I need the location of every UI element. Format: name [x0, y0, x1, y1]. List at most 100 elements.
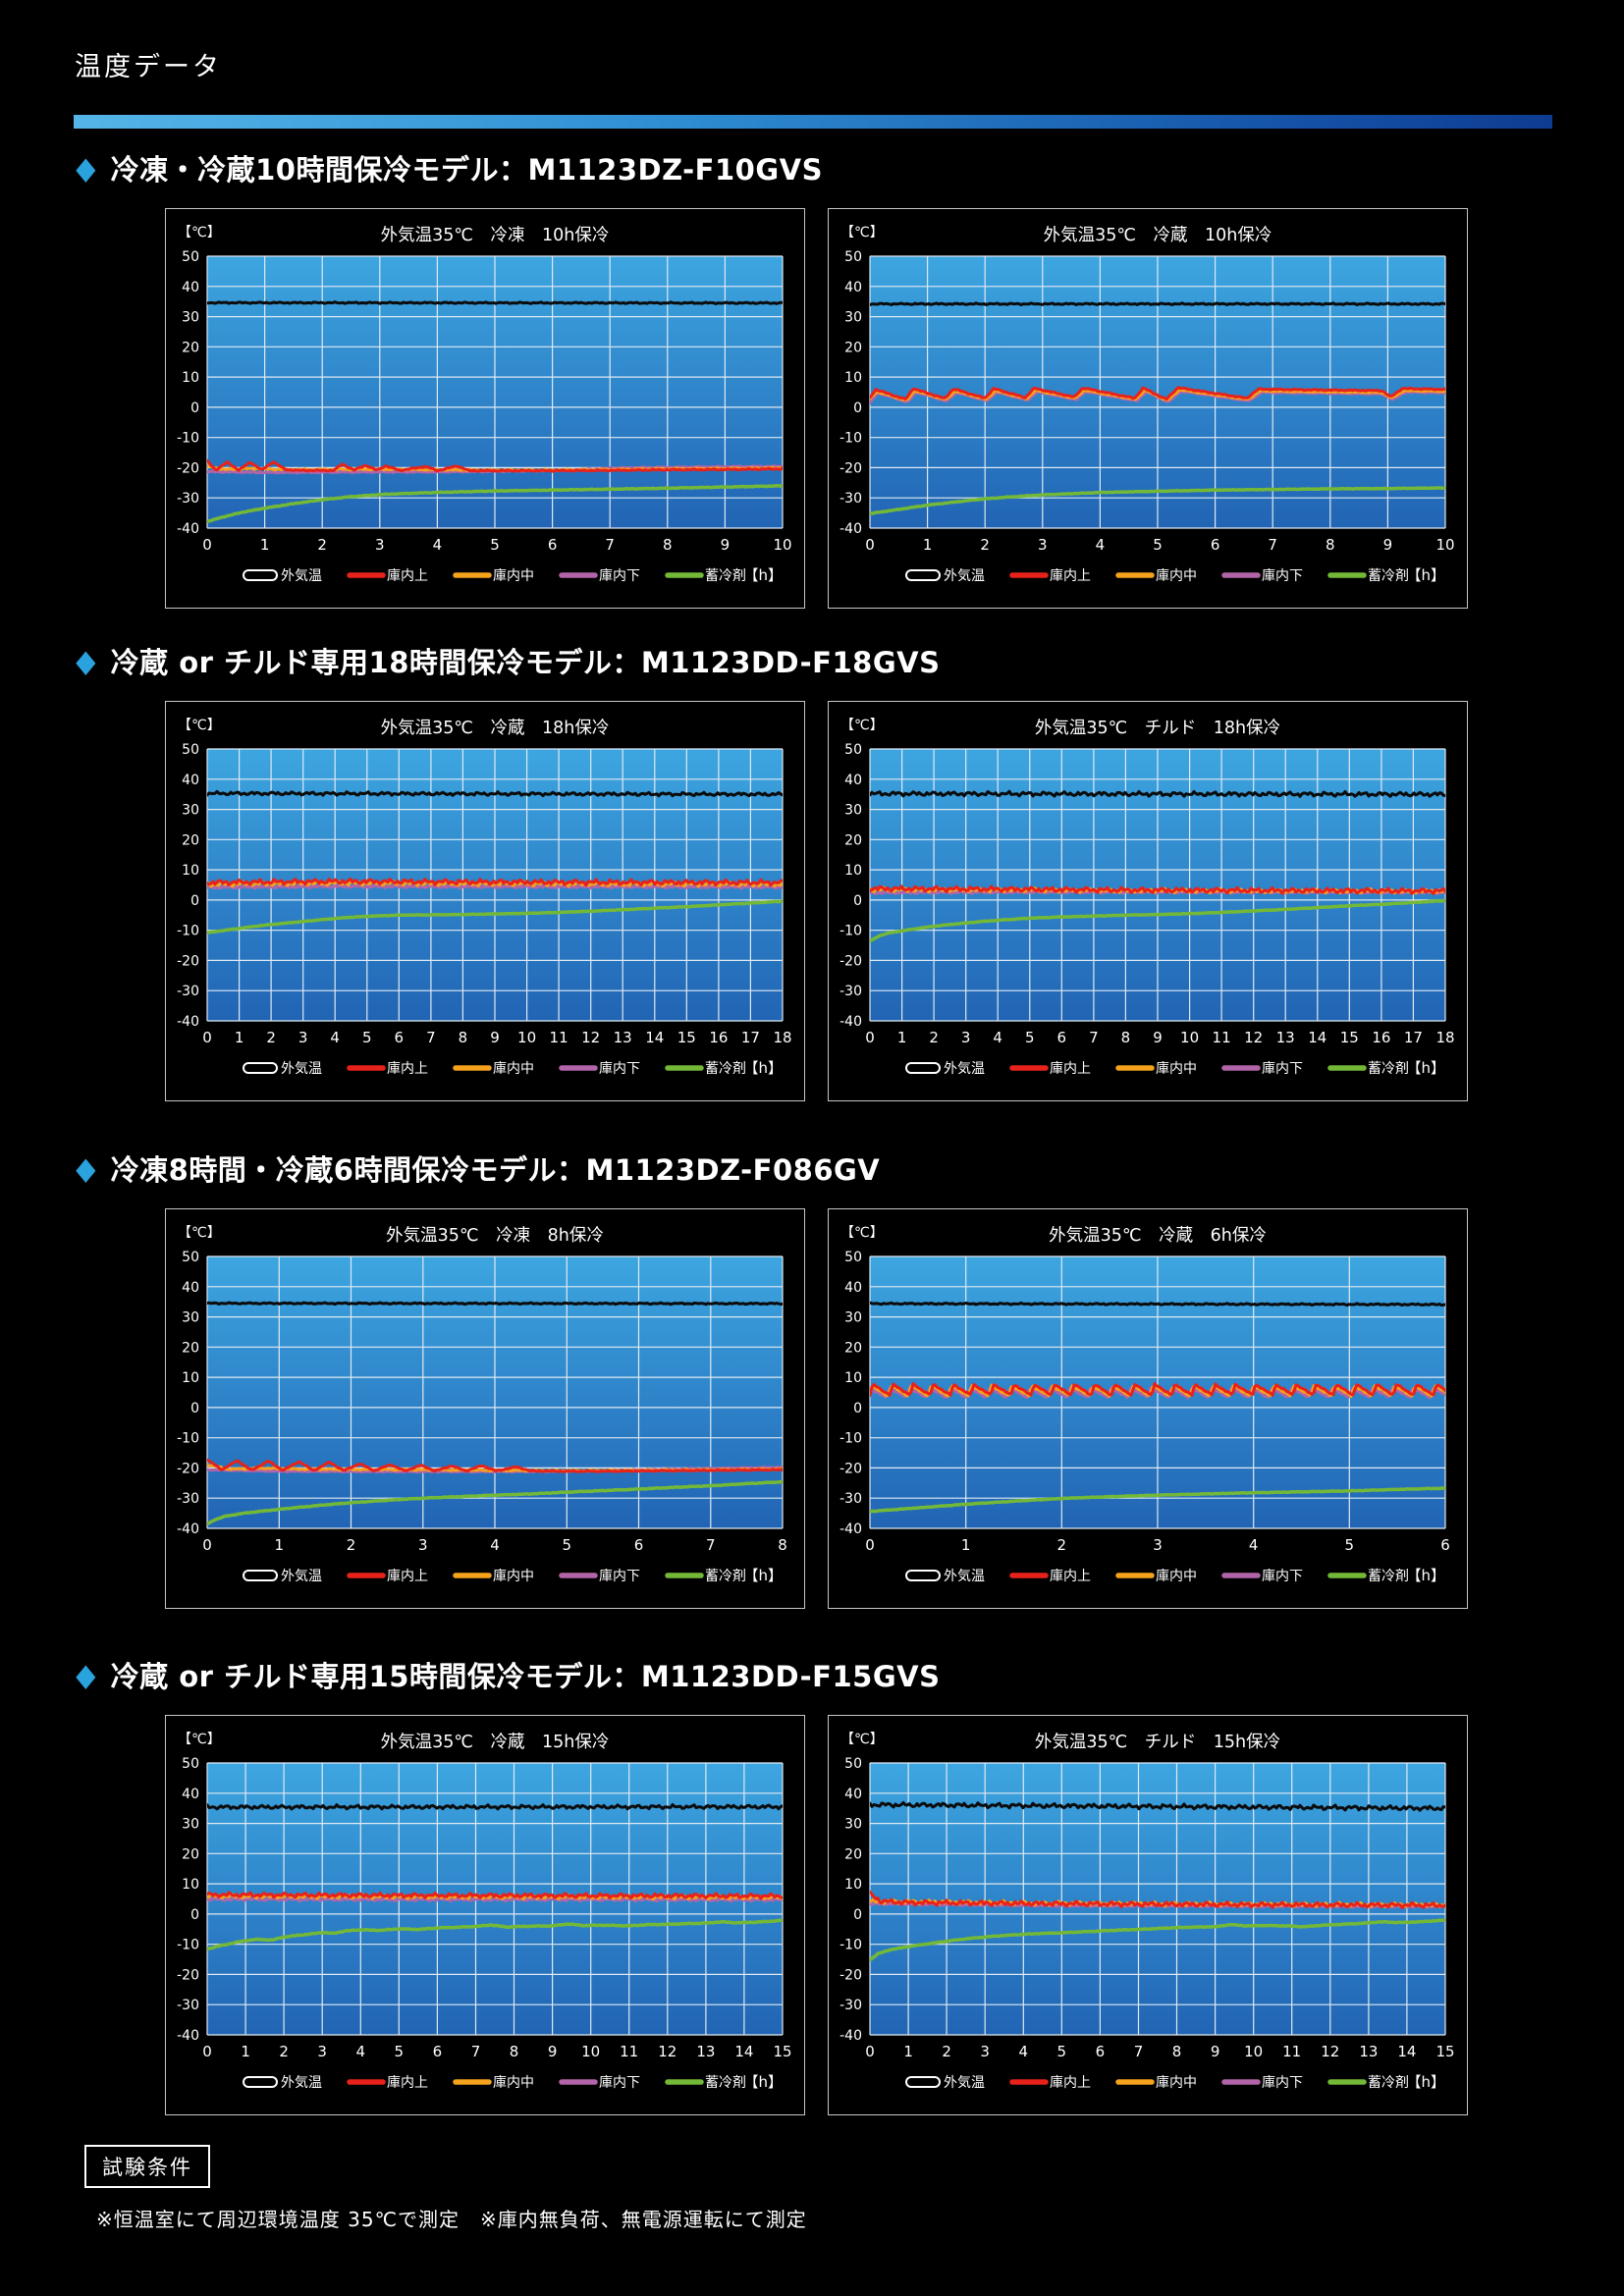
x-tick-label: 3 [980, 2043, 990, 2060]
chart-panel-freezer-8h: 【℃】 外気温35℃ 冷凍 8h保冷 50 40 30 20 10 0 -10 -20 -30 -40… [165, 1208, 805, 1609]
y-tick-label: 10 [844, 370, 862, 386]
y-tick-label: 50 [182, 742, 199, 758]
x-tick-label: 6 [1096, 2043, 1106, 2060]
y-tick-label: -10 [839, 1938, 862, 1953]
x-tick-label: 0 [865, 1536, 875, 1554]
legend-label: 庫内中 [493, 567, 534, 584]
series-line [207, 883, 783, 890]
y-tick-label: -20 [839, 460, 862, 476]
x-tick-label: 15 [1435, 2043, 1454, 2060]
chart-panel-chilled-18h: 【℃】 外気温35℃ チルド 18h保冷 50 40 30 20 10 0 -10 -20 -30-… [828, 701, 1468, 1101]
series-line [870, 1918, 1445, 1962]
legend-swatch-outline [905, 1570, 941, 1581]
section-heading: 冷凍8時間・冷蔵6時間保冷モデル：M1123DZ-F086GV [110, 1153, 881, 1187]
x-unit-label: 【h】 [1406, 566, 1445, 584]
x-tick-label: 4 [1019, 2043, 1029, 2060]
legend-label: 外気温 [944, 1061, 985, 1077]
chart-panel-chilled-15h: 【℃】 外気温35℃ チルド 15h保冷 50 40 30 20 10 0 -10 -20 -30-… [828, 1715, 1468, 2115]
x-tick-label: 7 [706, 1536, 716, 1554]
y-tick-label: -30 [177, 984, 199, 999]
y-tick-label: 40 [844, 773, 862, 788]
y-tick-label: 30 [182, 1817, 199, 1833]
chart-row: 【℃】 外気温35℃ 冷蔵 18h保冷 50 40 30 20 10 0 -10 -20 -30 -4… [165, 701, 1624, 1101]
series-line [870, 1301, 1445, 1308]
y-tick-label: -40 [839, 2028, 862, 2044]
y-tick-label: -40 [177, 2028, 199, 2044]
x-tick-label: 7 [1134, 2043, 1144, 2060]
legend-label: 庫内中 [1156, 1568, 1197, 1584]
x-unit-label: 【h】 [743, 2073, 783, 2091]
x-tick-label: 8 [778, 1536, 787, 1554]
y-tick-label: -10 [839, 924, 862, 939]
x-tick-label: 14 [1397, 2043, 1416, 2060]
y-tick-label: 30 [844, 310, 862, 326]
y-tick-label: 50 [182, 1250, 199, 1265]
legend-swatch-outline [243, 1062, 278, 1074]
x-tick-label: 5 [1057, 2043, 1067, 2060]
y-tick-label: 40 [844, 1787, 862, 1802]
legend-label: 庫内上 [387, 1568, 428, 1584]
y-tick-label: -10 [177, 1431, 199, 1447]
x-tick-label: 6 [1440, 1536, 1450, 1554]
footer: 試験条件 ※恒温室にて周辺環境温度 35℃で測定 ※庫内無負荷、無電源運転にて測… [84, 2145, 807, 2232]
x-tick-label: 2 [929, 1029, 939, 1046]
legend-label: 庫内上 [387, 567, 428, 584]
y-tick-label: 0 [853, 893, 862, 909]
y-tick-label: 10 [182, 1370, 199, 1386]
legend-label: 蓄冷剤 [705, 2075, 746, 2091]
y-unit-label: 【℃】 [840, 225, 884, 240]
series-line [207, 300, 783, 305]
legend-label: 外気温 [281, 2075, 322, 2091]
x-tick-label: 3 [418, 1536, 428, 1554]
x-tick-label: 5 [490, 536, 500, 554]
y-tick-label: 50 [182, 1756, 199, 1772]
legend-label: 庫内上 [1050, 1060, 1091, 1077]
y-tick-label: -10 [839, 1431, 862, 1447]
series-line [207, 1803, 783, 1811]
y-tick-label: 20 [844, 832, 862, 848]
chart-title: 外気温35℃ 冷蔵 10h保冷 [1044, 226, 1272, 245]
section-heading-row: ◆ 冷凍・冷蔵10時間保冷モデル：M1123DZ-F10GVS [74, 145, 1624, 190]
x-tick-label: 11 [1282, 2043, 1301, 2060]
legend-swatch-outline [243, 569, 278, 581]
x-tick-label: 0 [865, 1029, 875, 1046]
x-tick-label: 4 [433, 536, 443, 554]
legend-label: 外気温 [944, 2075, 985, 2091]
series-line [870, 1381, 1445, 1397]
x-tick-label: 8 [663, 536, 673, 554]
x-tick-label: 6 [395, 1029, 405, 1046]
x-tick-label: 3 [317, 2043, 327, 2060]
x-tick-label: 0 [202, 1536, 212, 1554]
x-tick-label: 3 [375, 536, 385, 554]
x-unit-label: 【h】 [1406, 1059, 1445, 1077]
y-tick-label: -30 [839, 1491, 862, 1507]
x-tick-label: 18 [773, 1029, 791, 1046]
y-tick-label: -40 [839, 521, 862, 537]
x-tick-label: 10 [581, 2043, 600, 2060]
legend-label: 庫内上 [1050, 1568, 1091, 1584]
x-tick-label: 13 [696, 2043, 715, 2060]
legend-swatch-outline [243, 1570, 278, 1581]
y-tick-label: -40 [839, 1014, 862, 1030]
chart-title: 外気温35℃ 冷蔵 18h保冷 [381, 719, 610, 738]
x-tick-label: 13 [1359, 2043, 1378, 2060]
series-line [207, 878, 783, 887]
x-tick-label: 3 [1038, 536, 1048, 554]
legend-label: 外気温 [281, 1569, 322, 1584]
y-tick-label: -10 [839, 431, 862, 447]
x-tick-label: 14 [734, 2043, 753, 2060]
x-tick-label: 2 [279, 2043, 289, 2060]
x-tick-label: 5 [1153, 536, 1163, 554]
series-line [207, 1301, 783, 1307]
gridlines [869, 1762, 1446, 2036]
x-tick-label: 2 [347, 1536, 356, 1554]
page-title: 温度データ [75, 52, 222, 82]
x-tick-label: 9 [548, 2043, 558, 2060]
y-tick-label: 40 [182, 773, 199, 788]
y-tick-label: 0 [853, 1907, 862, 1923]
legend-label: 庫内下 [1262, 1568, 1303, 1584]
legend-label: 蓄冷剤 [705, 568, 746, 584]
y-tick-label: -20 [839, 1967, 862, 1983]
x-tick-label: 4 [993, 1029, 1002, 1046]
